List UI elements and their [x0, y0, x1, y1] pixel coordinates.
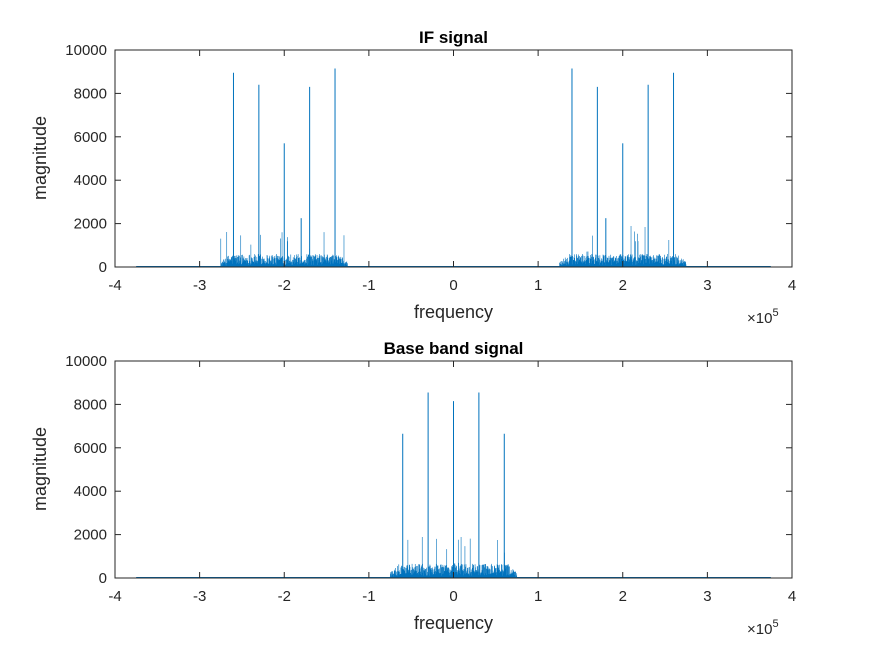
if-signal-y-tick-label: 4000 [74, 172, 107, 189]
baseband-signal-x-tick-label: 1 [534, 588, 542, 605]
if-signal-x-tick-label: 4 [788, 277, 796, 294]
if-signal-chart: -4 -3 -2 -1 0 1 2 3 4 0 2000 4000 6000 8000 10000 IF s… [30, 28, 796, 327]
if-signal-x-tick-label: 1 [534, 277, 542, 294]
if-signal-x-tick-label: 2 [619, 277, 627, 294]
if-signal-title: IF signal [419, 28, 488, 47]
baseband-signal-xlabel: frequency [414, 613, 493, 633]
if-signal-x-tick-label: 3 [703, 277, 711, 294]
if-signal-x-exponent-power: 5 [772, 307, 778, 319]
if-signal-y-tick-label: 10000 [65, 42, 107, 59]
if-signal-x-tick-label: -2 [278, 277, 291, 294]
baseband-signal-y-tick-label: 0 [99, 570, 107, 587]
if-signal-x-tick-label: -4 [108, 277, 121, 294]
if-signal-xlabel: frequency [414, 302, 493, 322]
if-signal-x-exponent-base: ×10 [747, 310, 772, 327]
if-signal-y-tick-label: 6000 [74, 129, 107, 146]
baseband-signal-x-tick-label: 4 [788, 588, 796, 605]
if-signal-y-tick-label: 0 [99, 259, 107, 276]
baseband-signal-y-tick-label: 10000 [65, 353, 107, 370]
baseband-signal-chart: -4 -3 -2 -1 0 1 2 3 4 0 2000 4000 6000 8000 10000 Base… [30, 339, 796, 638]
baseband-signal-x-exponent: ×105 [747, 618, 779, 638]
baseband-signal-title: Base band signal [384, 339, 524, 358]
if-signal-y-tick-label: 2000 [74, 216, 107, 233]
baseband-signal-x-tick-label: -1 [362, 588, 375, 605]
baseband-signal-ticks: -4 -3 -2 -1 0 1 2 3 4 0 2000 4000 6000 8000 10000 [65, 353, 796, 605]
baseband-signal-x-tick-label: 0 [449, 588, 457, 605]
baseband-signal-ylabel: magnitude [30, 427, 50, 511]
baseband-signal-y-tick-label: 6000 [74, 440, 107, 457]
baseband-signal-y-tick-label: 8000 [74, 396, 107, 413]
if-signal-noise-band [220, 231, 348, 267]
baseband-signal-x-tick-label: -4 [108, 588, 121, 605]
baseband-signal-x-exponent-base: ×10 [747, 621, 772, 638]
baseband-signal-x-tick-label: 3 [703, 588, 711, 605]
if-signal-ylabel: magnitude [30, 116, 50, 200]
baseband-signal-noise-band [389, 537, 518, 578]
baseband-signal-y-tick-label: 2000 [74, 527, 107, 544]
baseband-signal-y-tick-label: 4000 [74, 483, 107, 500]
baseband-signal-x-exponent-power: 5 [772, 618, 778, 630]
if-signal-y-tick-label: 8000 [74, 85, 107, 102]
if-signal-ticks: -4 -3 -2 -1 0 1 2 3 4 0 2000 4000 6000 8000 10000 [65, 42, 796, 294]
if-signal-x-exponent: ×105 [747, 307, 779, 327]
if-signal-x-tick-label: 0 [449, 277, 457, 294]
baseband-signal-x-tick-label: -2 [278, 588, 291, 605]
baseband-signal-x-tick-label: 2 [619, 588, 627, 605]
baseband-signal-x-tick-label: -3 [193, 588, 206, 605]
if-signal-x-tick-label: -3 [193, 277, 206, 294]
if-signal-x-tick-label: -1 [362, 277, 375, 294]
